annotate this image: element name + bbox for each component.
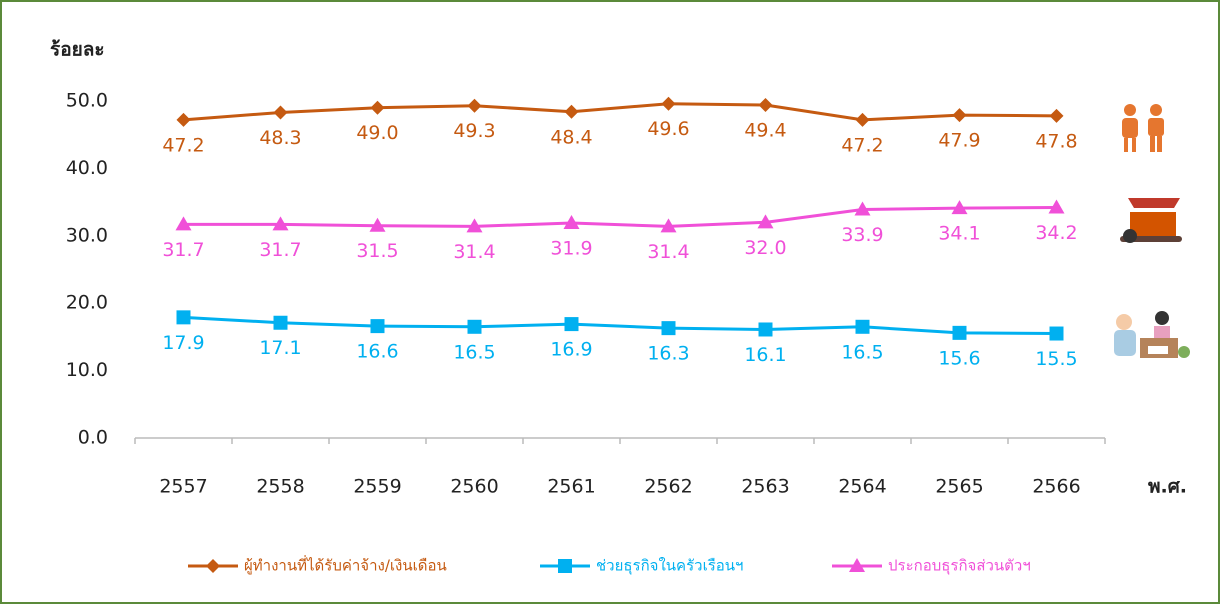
data-label: 34.2	[1035, 222, 1077, 244]
data-label: 49.6	[647, 118, 689, 140]
data-point	[467, 98, 482, 113]
y-tick-label: 40.0	[66, 157, 108, 179]
data-point	[661, 96, 676, 111]
data-point	[272, 216, 289, 231]
y-tick-label: 20.0	[66, 292, 108, 314]
x-tick-label: 2557	[159, 476, 207, 498]
x-axis-label: พ.ศ.	[1148, 476, 1187, 498]
x-tick-label: 2562	[644, 476, 692, 498]
data-point	[660, 218, 677, 233]
data-point	[564, 104, 579, 119]
legend-marker	[849, 558, 865, 572]
legend-label: ผู้ทำงานที่ได้รับค่าจ้าง/เงินเดือน	[244, 555, 447, 575]
x-tick-label: 2565	[935, 476, 983, 498]
x-tick-label: 2558	[256, 476, 304, 498]
data-point	[369, 217, 386, 232]
data-point	[370, 100, 385, 115]
data-label: 49.3	[453, 120, 495, 142]
legend-marker	[558, 559, 572, 573]
data-label: 48.3	[259, 127, 301, 149]
icon-vendor	[1120, 198, 1182, 243]
data-point	[855, 112, 870, 127]
data-point	[563, 214, 580, 229]
icon-family-business	[1114, 311, 1190, 358]
data-label: 47.2	[162, 134, 204, 156]
x-tick-label: 2564	[838, 476, 886, 498]
series-line	[183, 205, 1057, 228]
data-label: 16.6	[356, 341, 398, 363]
legend-label: ช่วยธุรกิจในครัวเรือนฯ	[596, 557, 743, 576]
data-label: 47.8	[1035, 130, 1077, 152]
data-point	[855, 319, 870, 334]
data-point	[757, 214, 774, 229]
data-label: 31.9	[550, 237, 592, 259]
data-label: 47.9	[938, 130, 980, 152]
x-tick-label: 2561	[547, 476, 595, 498]
icon-workers	[1122, 104, 1164, 152]
data-point	[273, 105, 288, 120]
y-tick-label: 50.0	[66, 90, 108, 112]
data-label: 16.1	[744, 344, 786, 366]
data-label: 48.4	[550, 126, 592, 148]
data-label: 17.9	[162, 332, 204, 354]
x-tick-label: 2563	[741, 476, 789, 498]
data-label: 31.7	[259, 239, 301, 261]
series-line	[183, 102, 1057, 122]
data-label: 16.5	[453, 341, 495, 363]
data-label: 31.4	[647, 241, 689, 263]
x-tick-label: 2560	[450, 476, 498, 498]
data-point	[176, 112, 191, 127]
data-label: 16.9	[550, 339, 592, 361]
y-axis-label: ร้อยละ	[50, 39, 105, 61]
series-line	[183, 315, 1057, 336]
data-label: 17.1	[259, 337, 301, 359]
data-point	[854, 201, 871, 216]
legend-marker	[206, 559, 220, 573]
data-point	[370, 319, 385, 334]
data-label: 15.5	[1035, 348, 1077, 370]
data-point	[952, 325, 967, 340]
data-point	[564, 317, 579, 332]
data-point	[466, 218, 483, 233]
y-tick-label: 10.0	[66, 359, 108, 381]
data-label: 49.0	[356, 122, 398, 144]
data-label: 49.4	[744, 120, 786, 142]
legend-label: ประกอบธุรกิจส่วนตัวฯ	[888, 557, 1031, 576]
data-point	[176, 310, 191, 325]
y-tick-label: 30.0	[66, 224, 108, 246]
data-label: 32.0	[744, 237, 786, 259]
data-point	[758, 98, 773, 113]
data-point	[175, 216, 192, 231]
data-point	[467, 319, 482, 334]
data-label: 31.4	[453, 241, 495, 263]
data-point	[273, 315, 288, 330]
y-tick-label: 0.0	[78, 427, 108, 449]
x-tick-label: 2559	[353, 476, 401, 498]
data-label: 16.3	[647, 343, 689, 365]
data-label: 15.6	[938, 347, 980, 369]
data-point	[661, 321, 676, 336]
data-label: 16.5	[841, 341, 883, 363]
data-point	[1048, 199, 1065, 214]
data-label: 33.9	[841, 224, 883, 246]
data-point	[951, 200, 968, 215]
data-point	[758, 322, 773, 337]
data-label: 31.5	[356, 240, 398, 262]
data-label: 34.1	[938, 223, 980, 245]
data-point	[952, 108, 967, 123]
data-label: 31.7	[162, 239, 204, 261]
x-tick-label: 2566	[1032, 476, 1080, 498]
data-label: 47.2	[841, 134, 883, 156]
data-point	[1049, 108, 1064, 123]
data-point	[1049, 326, 1064, 341]
